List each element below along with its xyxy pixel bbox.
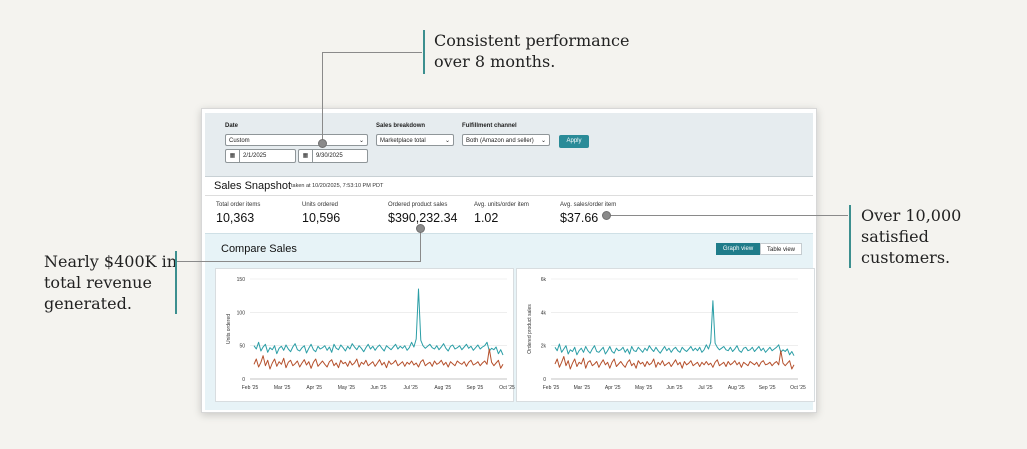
seller-dashboard-card: Date Custom ⌄ ▦ 2/1/2025 ▦ 9/30/2025 Sales…: [201, 108, 817, 413]
metric-value: $37.66: [560, 211, 599, 225]
x-tick-label: Apr '25: [306, 385, 322, 391]
ordered-product-sales-chart: 0 2k 4k 6k Ordered product sales Feb '25 Mar '…: [516, 268, 815, 402]
x-tick-label: Sep '25: [466, 385, 483, 391]
y-tick-label: 4k: [541, 310, 547, 316]
x-tick-label: Apr '25: [605, 385, 621, 391]
metric-value: 10,363: [216, 211, 255, 225]
callout-top-line-2: over 8 months.: [434, 52, 556, 71]
ordered-product-sales-chart-svg: 0 2k 4k 6k Ordered product sales Feb '25 Mar '…: [527, 277, 806, 391]
connector-line: [420, 229, 421, 262]
end-date-value: 9/30/2025: [316, 153, 343, 159]
connector-dot: [602, 211, 611, 220]
date-label: Date: [225, 123, 239, 129]
x-tick-label: Oct '25: [790, 385, 806, 391]
graph-view-button[interactable]: Graph view: [716, 243, 760, 255]
fulfillment-channel-label: Fulfillment channel: [462, 123, 517, 129]
x-tick-label: Aug '25: [728, 385, 745, 391]
calendar-icon: ▦: [226, 150, 240, 162]
x-tick-label: Mar '25: [274, 385, 291, 391]
fulfillment-channel-value: Both (Amazon and seller): [466, 138, 534, 144]
x-tick-label: Jun '25: [371, 385, 387, 391]
series-line-teal: [554, 300, 795, 356]
connector-line: [177, 261, 421, 262]
connector-dot: [416, 224, 425, 233]
x-tick-label: Jul '25: [698, 385, 713, 391]
y-tick-label: 0: [242, 377, 245, 383]
metric-value: 1.02: [474, 211, 499, 225]
metric-label: Units ordered: [302, 202, 339, 208]
callout-top: Consistent performance over 8 months.: [423, 30, 629, 74]
snapshot-timestamp: taken at 10/20/2025, 7:53:10 PM PDT: [291, 183, 384, 189]
connector-line: [322, 52, 323, 142]
x-tick-label: Aug '25: [434, 385, 451, 391]
start-date-field[interactable]: ▦ 2/1/2025: [225, 149, 296, 163]
table-view-button[interactable]: Table view: [760, 243, 802, 255]
sales-snapshot-title: Sales Snapshot: [214, 180, 292, 192]
series-line-rust: [554, 350, 795, 370]
x-tick-label: Jun '25: [667, 385, 683, 391]
sales-breakdown-select[interactable]: Marketplace total ⌄: [376, 134, 454, 146]
start-date-value: 2/1/2025: [243, 153, 267, 159]
callout-right-line-3: customers.: [861, 248, 951, 267]
y-tick-label: 2k: [541, 344, 547, 350]
calendar-icon: ▦: [299, 150, 313, 162]
y-tick-label: 150: [237, 277, 246, 283]
y-axis-title: Ordered product sales: [527, 304, 533, 354]
y-axis-title: Units ordered: [226, 314, 232, 344]
x-tick-label: Sep '25: [759, 385, 776, 391]
x-tick-label: May '25: [635, 385, 653, 391]
date-range-select[interactable]: Custom ⌄: [225, 134, 368, 146]
chevron-down-icon: ⌄: [540, 138, 546, 144]
callout-right-line-2: satisfied: [861, 227, 929, 246]
x-tick-label: Jul '25: [403, 385, 418, 391]
units-ordered-chart-svg: 0 50 100 150 Units ordered Feb '25 Mar '25 Apr …: [226, 277, 515, 391]
callout-left: Nearly $400K in total revenue generated.: [44, 251, 177, 314]
callout-right-line-1: Over 10,000: [861, 206, 962, 225]
y-tick-label: 100: [237, 310, 246, 316]
callout-bar: [849, 205, 851, 268]
connector-line: [322, 52, 422, 53]
callout-bar: [423, 30, 425, 74]
x-tick-label: Oct '25: [499, 385, 515, 391]
units-ordered-chart: 0 50 100 150 Units ordered Feb '25 Mar '25 Apr …: [215, 268, 515, 402]
connector-line: [609, 215, 848, 216]
x-tick-label: May '25: [338, 385, 356, 391]
metric-label: Avg. sales/order item: [560, 202, 617, 208]
metric-label: Avg. units/order item: [474, 202, 529, 208]
chevron-down-icon: ⌄: [444, 138, 450, 144]
callout-bar: [175, 251, 177, 314]
sales-breakdown-label: Sales breakdown: [376, 123, 426, 129]
fulfillment-channel-select[interactable]: Both (Amazon and seller) ⌄: [462, 134, 550, 146]
callout-left-line-1: Nearly $400K in: [44, 252, 178, 271]
compare-sales-section: Compare Sales Graph view Table view 0 50 1…: [205, 233, 815, 410]
metric-label: Total order items: [216, 202, 261, 208]
apply-button[interactable]: Apply: [559, 135, 589, 148]
y-tick-label: 6k: [541, 277, 547, 283]
metric-value: $390,232.34: [388, 211, 458, 225]
series-line-rust: [253, 348, 504, 370]
x-tick-label: Feb '25: [543, 385, 560, 391]
compare-sales-title: Compare Sales: [221, 243, 297, 255]
callout-top-line-1: Consistent performance: [434, 31, 630, 50]
y-tick-label: 50: [239, 344, 245, 350]
series-line-teal: [253, 288, 504, 356]
chevron-down-icon: ⌄: [358, 138, 364, 144]
metric-value: 10,596: [302, 211, 341, 225]
connector-dot: [318, 139, 327, 148]
date-range-value: Custom: [229, 138, 250, 144]
end-date-field[interactable]: ▦ 9/30/2025: [298, 149, 368, 163]
filter-bar: Date Custom ⌄ ▦ 2/1/2025 ▦ 9/30/2025 Sales…: [205, 113, 813, 177]
y-tick-label: 0: [543, 377, 546, 383]
metric-label: Ordered product sales: [388, 202, 448, 208]
x-tick-label: Feb '25: [242, 385, 259, 391]
sales-breakdown-value: Marketplace total: [380, 138, 426, 144]
callout-left-line-3: generated.: [44, 294, 132, 313]
callout-right: Over 10,000 satisfied customers.: [849, 205, 961, 268]
callout-left-line-2: total revenue: [44, 273, 152, 292]
sales-snapshot-header: Sales Snapshot taken at 10/20/2025, 7:53…: [205, 176, 813, 196]
x-tick-label: Mar '25: [574, 385, 591, 391]
